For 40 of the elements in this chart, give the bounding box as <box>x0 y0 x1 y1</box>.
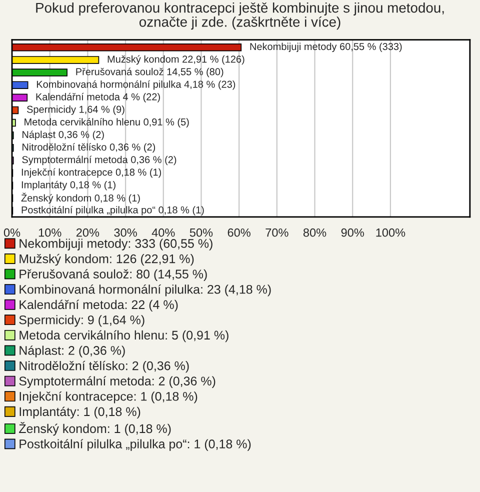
legend-label: Metoda cervikálního hlenu: 5 (0,91 %) <box>20 330 228 342</box>
x-tick-label: 80% <box>303 228 326 237</box>
data-label: Náplast 0,36 % (2) <box>22 130 104 140</box>
data-label: Nitroděložní tělísko 0,36 % (2) <box>22 143 156 153</box>
data-label: Kombinovaná hormonální pilulka 4,18 % (23) <box>36 80 236 90</box>
data-label: Nekombijuji metody 60,55 % (333) <box>250 42 402 52</box>
legend-label: Kombinovaná hormonální pilulka: 23 (4,18 %) <box>20 284 271 296</box>
data-label: Ženský kondom 0,18 % (1) <box>21 192 140 204</box>
x-tick-label: 30% <box>114 228 137 237</box>
legend-label: Injekční kontracepce: 1 (0,18 %) <box>20 391 198 404</box>
data-label: Postkoitální pilulka „pilulka po“ 0,18 % (1) <box>22 206 204 216</box>
data-label: Kalendářní metoda 4 % (22) <box>36 92 160 102</box>
chart-title: Pokud preferovanou kontracepci ještě kombinujte s jinou metodou, označte ji zde. (zaškrtněte i více) <box>36 2 444 30</box>
x-tick-label: 10% <box>38 228 62 237</box>
legend-label: Nitroděložní tělísko: 2 (0,36 %) <box>20 360 189 373</box>
legend-label: Ženský kondom: 1 (0,18 %) <box>19 422 171 436</box>
x-tick-label: 0% <box>4 228 20 237</box>
legend-label: Implantáty: 1 (0,18 %) <box>20 406 140 419</box>
x-tick-label: 50% <box>190 228 213 237</box>
data-label: Implantáty 0,18 % (1) <box>22 180 116 190</box>
x-tick-label: 70% <box>266 228 288 237</box>
data-label: Přerušovaná soulož 14,55 % (80) <box>76 68 224 78</box>
legend-label: Kalendářní metoda: 22 (4 %) <box>20 300 178 312</box>
data-label: Symptotermální metoda 0,36 % (2) <box>22 156 176 166</box>
x-tick-label: 90% <box>341 228 364 237</box>
x-tick-label: 100% <box>376 228 406 237</box>
data-label: Metoda cervikálního hlenu 0,91 % (5) <box>24 118 189 128</box>
x-tick-label: 20% <box>76 228 100 237</box>
data-label: Mužský kondom 22,91 % (126) <box>108 55 244 65</box>
legend-label: Postkoitální pilulka „pilulka po“: 1 (0,18 %) <box>20 439 251 451</box>
legend-label: Nekombijuji metody: 333 (60,55 %) <box>20 238 212 250</box>
legend-label: Náplast: 2 (0,36 %) <box>20 346 125 358</box>
data-label: Spermicidy 1,64 % (9) <box>26 106 124 115</box>
legend-label: Symptotermální metoda: 2 (0,36 %) <box>19 376 216 388</box>
x-tick-label: 40% <box>152 228 175 237</box>
legend-label: Přerušovaná soulož: 80 (14,55 %) <box>20 269 207 281</box>
data-label: Injekční kontracepce 0,18 % (1) <box>22 168 162 178</box>
legend-label: Mužský kondom: 126 (22,91 %) <box>20 254 194 266</box>
legend-label: Spermicidy: 9 (1,64 %) <box>19 315 144 327</box>
x-tick-label: 60% <box>228 228 250 237</box>
